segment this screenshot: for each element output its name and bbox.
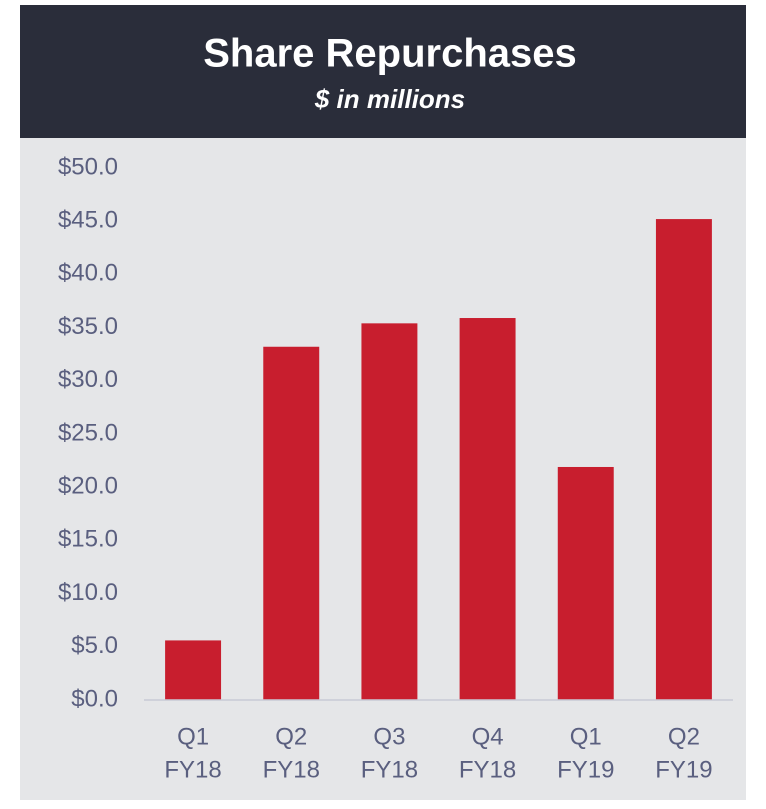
y-tick-label: $15.0 — [58, 526, 118, 553]
bar — [655, 219, 712, 700]
y-tick-label: $45.0 — [58, 207, 118, 234]
bar — [263, 346, 320, 700]
bar — [557, 466, 614, 700]
y-tick-label: $30.0 — [58, 366, 118, 393]
x-tick-label: FY19 — [557, 756, 614, 783]
x-tick-label: FY18 — [164, 756, 221, 783]
x-tick-label: Q1 — [177, 723, 209, 750]
y-tick-label: $35.0 — [58, 313, 118, 340]
bar — [165, 640, 222, 700]
x-tick-label: FY18 — [263, 756, 320, 783]
bar — [361, 323, 418, 700]
x-tick-label: FY19 — [655, 756, 712, 783]
chart-subtitle: $ in millions — [314, 84, 465, 114]
header-background — [20, 5, 746, 138]
y-tick-label: $50.0 — [58, 153, 118, 180]
y-tick-label: $10.0 — [58, 579, 118, 606]
x-tick-label: FY18 — [361, 756, 418, 783]
y-tick-label: $5.0 — [71, 632, 118, 659]
y-tick-label: $0.0 — [71, 685, 118, 712]
y-tick-label: $25.0 — [58, 419, 118, 446]
y-tick-label: $20.0 — [58, 473, 118, 500]
bar — [459, 318, 516, 700]
x-tick-label: Q2 — [668, 723, 700, 750]
y-tick-label: $40.0 — [58, 260, 118, 287]
x-tick-label: Q1 — [570, 723, 602, 750]
chart-title: Share Repurchases — [203, 32, 577, 76]
x-tick-label: FY18 — [459, 756, 516, 783]
x-tick-label: Q2 — [275, 723, 307, 750]
x-tick-label: Q3 — [373, 723, 405, 750]
x-tick-label: Q4 — [472, 723, 504, 750]
